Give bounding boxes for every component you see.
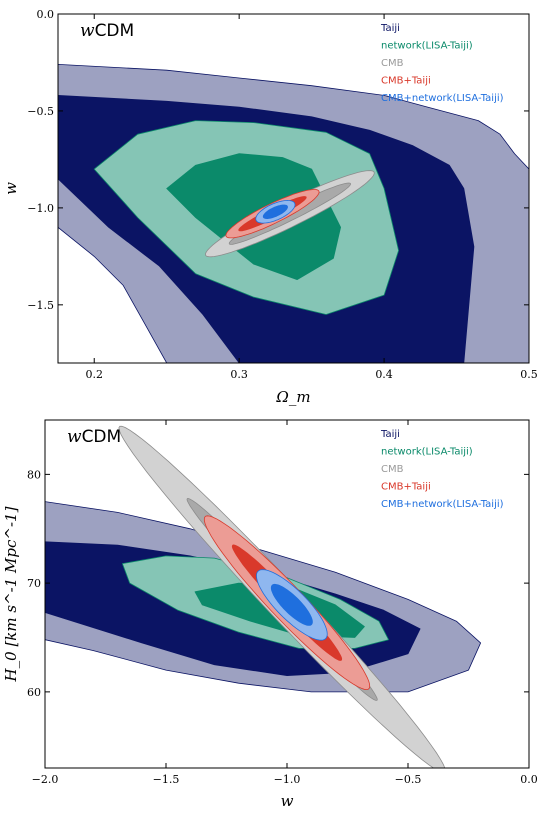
- x-axis-label: Ω_m: [275, 388, 310, 406]
- y-tick-label: 60: [27, 686, 41, 699]
- panel-title: wCDM: [80, 21, 134, 41]
- y-axis-label: H_0 [km s^-1 Mpc^-1]: [2, 506, 20, 682]
- x-tick-label: 0.5: [520, 368, 538, 381]
- legend-entry: CMB: [381, 464, 404, 475]
- x-tick-label: 0.3: [230, 368, 248, 381]
- x-tick-label: 0.2: [85, 368, 103, 381]
- panel-title-prefix: w: [80, 21, 95, 41]
- y-tick-label: −1.5: [27, 299, 54, 312]
- legend-entry: CMB+network(LISA-Taiji): [381, 93, 504, 104]
- legend-entry: network(LISA-Taiji): [381, 447, 473, 458]
- x-tick-label: −1.5: [153, 773, 180, 786]
- legend-entry: Taiji: [380, 23, 400, 34]
- x-tick-label: −1.0: [274, 773, 301, 786]
- legend-entry: Taiji: [380, 429, 400, 440]
- panel-bottom: −2.0 −1.5 −1.0 −0.5 0.0 60 70 80 w H_0 [km s^-1 M…: [2, 419, 538, 810]
- legend-entry: CMB+Taiji: [381, 482, 431, 493]
- y-tick-label: 0.0: [37, 8, 55, 21]
- legend-entry: network(LISA-Taiji): [381, 41, 473, 52]
- y-tick-label: 80: [27, 468, 41, 481]
- legend-entry: CMB+network(LISA-Taiji): [381, 499, 504, 510]
- x-tick-label: 0.4: [375, 368, 393, 381]
- cmb-network-lisa-taiji-1sigma-contour: [270, 583, 313, 626]
- y-tick-label: 70: [27, 577, 41, 590]
- panel-title-suffix: CDM: [95, 21, 135, 41]
- cmb-network-lisa-taiji-1sigma-contour: [262, 204, 288, 219]
- y-axis-label: w: [2, 182, 20, 195]
- x-tick-label: −0.5: [395, 773, 422, 786]
- plot-area: [45, 425, 481, 768]
- legend-entry: CMB+Taiji: [381, 76, 431, 87]
- x-axis-label: w: [281, 792, 294, 810]
- x-tick-label: −2.0: [32, 773, 59, 786]
- legend-entry: CMB: [381, 58, 404, 69]
- panel-title-suffix: CDM: [82, 427, 122, 447]
- panel-title-prefix: w: [67, 427, 82, 447]
- y-tick-label: −1.0: [27, 202, 54, 215]
- plot-area: [58, 64, 529, 363]
- panel-title: wCDM: [67, 427, 121, 447]
- x-tick-label: 0.0: [520, 773, 538, 786]
- plot-frame: [57, 13, 530, 364]
- y-tick-label: −0.5: [27, 105, 54, 118]
